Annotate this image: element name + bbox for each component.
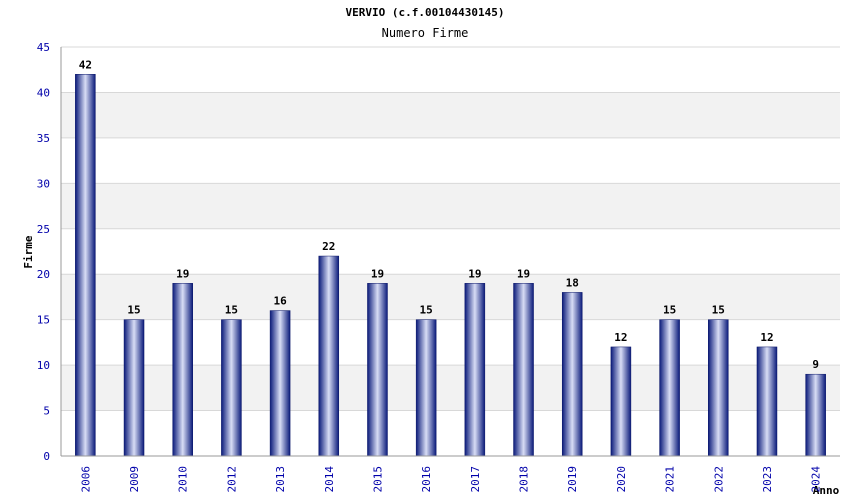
x-tick-label: 2015 (371, 466, 384, 493)
bar-value-label: 15 (663, 304, 676, 317)
chart-title: VERVIO (c.f.00104430145) (346, 6, 505, 19)
y-tick-label: 10 (37, 359, 50, 372)
value-labels: 42 15 19 15 16 22 19 15 19 19 18 12 15 15 12 9 (79, 58, 819, 371)
y-tick-label: 25 (37, 223, 50, 236)
bar (415, 319, 437, 457)
y-tick-label: 0 (43, 450, 50, 463)
y-tick-label: 40 (37, 86, 50, 99)
x-tick-label: 2012 (225, 466, 238, 493)
x-tick-label: 2010 (177, 466, 190, 493)
bar-value-label: 15 (420, 304, 433, 317)
bar (318, 255, 340, 457)
x-tick-label: 2013 (274, 466, 287, 493)
bar-value-label: 19 (517, 267, 530, 280)
bar-value-label: 19 (176, 267, 189, 280)
x-tick-label: 2016 (420, 466, 433, 493)
y-axis-title: Firme (22, 235, 35, 268)
x-tick-label: 2017 (469, 466, 482, 493)
bar (756, 346, 778, 457)
bar-value-label: 15 (712, 304, 725, 317)
y-tick-label: 30 (37, 177, 50, 190)
bar (513, 283, 534, 457)
y-tick-label: 45 (37, 41, 50, 54)
bar (269, 310, 291, 457)
bars (75, 74, 826, 457)
grid-band (61, 92, 840, 138)
bar-value-label: 15 (127, 304, 140, 317)
bar-value-label: 19 (468, 267, 481, 280)
bar-value-label: 12 (614, 331, 627, 344)
grid-band (61, 183, 840, 229)
x-tick-label: 2021 (664, 466, 677, 493)
x-tick-label: 2006 (79, 466, 92, 493)
bar (610, 346, 632, 457)
x-axis-title: Anno (813, 484, 840, 497)
bar (561, 292, 583, 457)
chart-subtitle: Numero Firme (382, 26, 469, 40)
bar-value-label: 19 (371, 267, 384, 280)
x-tick-label: 2019 (566, 466, 579, 493)
bar-value-label: 12 (760, 331, 773, 344)
bar (805, 373, 826, 457)
bar (123, 319, 145, 457)
bar (659, 319, 680, 457)
x-tick-label: 2024 (810, 466, 823, 493)
x-tick-label: 2009 (128, 466, 141, 493)
y-tick-label: 35 (37, 132, 50, 145)
y-tick-label: 20 (37, 268, 50, 281)
bar (464, 283, 486, 457)
bar-value-label: 42 (79, 58, 92, 71)
x-tick-label: 2022 (712, 466, 725, 493)
x-tick-label: 2014 (323, 466, 336, 493)
y-tick-label: 15 (37, 314, 50, 327)
bar (221, 319, 242, 457)
y-tick-label: 5 (43, 405, 50, 418)
bar-value-label: 18 (566, 276, 579, 289)
x-tick-label: 2023 (761, 466, 774, 493)
bar-value-label: 9 (812, 358, 819, 371)
bar-value-label: 22 (322, 240, 335, 253)
bar (75, 74, 96, 457)
bar-value-label: 16 (273, 295, 287, 308)
bar (172, 283, 193, 457)
bar (708, 319, 729, 457)
x-tick-label: 2020 (615, 466, 628, 493)
x-axis-ticks: 2006 2009 2010 2012 2013 2014 2015 2016 2017 2018… (79, 466, 822, 493)
y-axis-ticks: 0 5 10 15 20 25 30 35 40 45 (37, 41, 50, 463)
bar (367, 283, 388, 457)
bar-value-label: 15 (225, 304, 238, 317)
x-tick-label: 2018 (518, 466, 531, 493)
